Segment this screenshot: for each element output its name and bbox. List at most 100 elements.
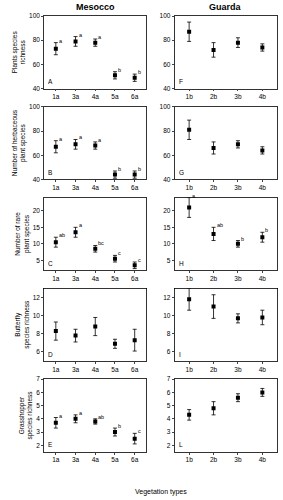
svg-text:60: 60 bbox=[163, 61, 171, 68]
svg-text:3: 3 bbox=[36, 428, 40, 435]
svg-text:3: 3 bbox=[167, 428, 171, 435]
svg-text:5: 5 bbox=[36, 402, 40, 409]
svg-text:6: 6 bbox=[167, 348, 171, 355]
svg-text:4a: 4a bbox=[92, 184, 100, 191]
svg-text:80: 80 bbox=[33, 127, 41, 134]
svg-text:bc: bc bbox=[98, 240, 104, 246]
svg-text:3a: 3a bbox=[72, 275, 80, 282]
svg-text:Mesocco: Mesocco bbox=[76, 2, 115, 12]
svg-text:2b: 2b bbox=[210, 275, 218, 282]
svg-text:ab: ab bbox=[217, 222, 223, 228]
svg-text:1b: 1b bbox=[186, 275, 194, 282]
svg-text:80: 80 bbox=[33, 36, 41, 43]
svg-text:10: 10 bbox=[33, 312, 41, 319]
svg-text:100: 100 bbox=[29, 12, 40, 19]
svg-text:b: b bbox=[265, 227, 268, 233]
svg-text:6a: 6a bbox=[131, 184, 139, 191]
svg-text:20: 20 bbox=[33, 207, 41, 214]
svg-text:5: 5 bbox=[167, 402, 171, 409]
svg-text:a: a bbox=[79, 410, 83, 416]
svg-text:12: 12 bbox=[33, 294, 41, 301]
svg-text:6: 6 bbox=[36, 389, 40, 396]
svg-text:a: a bbox=[192, 193, 196, 199]
svg-text:15: 15 bbox=[163, 224, 171, 231]
svg-text:c: c bbox=[138, 257, 141, 263]
svg-text:D: D bbox=[48, 351, 53, 358]
svg-text:Vegetation types: Vegetation types bbox=[135, 488, 187, 496]
svg-text:A: A bbox=[48, 78, 53, 85]
svg-text:4b: 4b bbox=[259, 184, 267, 191]
svg-text:4b: 4b bbox=[259, 366, 267, 373]
svg-text:2b: 2b bbox=[210, 184, 218, 191]
svg-text:4b: 4b bbox=[259, 456, 267, 463]
svg-text:6: 6 bbox=[36, 348, 40, 355]
svg-text:Butterflyspecies richness: Butterflyspecies richness bbox=[14, 300, 30, 349]
svg-text:1a: 1a bbox=[52, 366, 60, 373]
svg-text:2b: 2b bbox=[210, 456, 218, 463]
svg-text:80: 80 bbox=[163, 127, 171, 134]
svg-text:60: 60 bbox=[33, 61, 41, 68]
svg-text:4a: 4a bbox=[92, 275, 100, 282]
svg-text:4a: 4a bbox=[92, 456, 100, 463]
svg-text:2: 2 bbox=[167, 442, 171, 449]
svg-text:a: a bbox=[79, 222, 83, 228]
svg-text:20: 20 bbox=[163, 207, 171, 214]
svg-text:a: a bbox=[79, 134, 83, 140]
svg-text:b: b bbox=[118, 423, 121, 429]
svg-text:1a: 1a bbox=[52, 93, 60, 100]
svg-text:7: 7 bbox=[36, 375, 40, 382]
svg-text:H: H bbox=[179, 260, 184, 267]
svg-text:2b: 2b bbox=[210, 93, 218, 100]
svg-text:100: 100 bbox=[160, 12, 171, 19]
svg-text:a: a bbox=[79, 32, 83, 38]
svg-text:6a: 6a bbox=[131, 366, 139, 373]
svg-text:b: b bbox=[118, 166, 121, 172]
svg-text:5a: 5a bbox=[111, 275, 119, 282]
svg-text:6a: 6a bbox=[131, 275, 139, 282]
svg-text:80: 80 bbox=[163, 36, 171, 43]
svg-text:40: 40 bbox=[33, 176, 41, 183]
svg-text:b: b bbox=[118, 67, 121, 73]
svg-text:15: 15 bbox=[33, 224, 41, 231]
svg-text:4b: 4b bbox=[259, 93, 267, 100]
svg-text:1a: 1a bbox=[52, 184, 60, 191]
svg-text:3b: 3b bbox=[234, 275, 242, 282]
svg-text:60: 60 bbox=[163, 152, 171, 159]
svg-text:4a: 4a bbox=[92, 366, 100, 373]
svg-text:B: B bbox=[48, 169, 52, 176]
svg-text:b: b bbox=[138, 166, 141, 172]
svg-text:6a: 6a bbox=[131, 456, 139, 463]
svg-text:Plants speciesrichness: Plants speciesrichness bbox=[11, 31, 26, 74]
svg-text:1b: 1b bbox=[186, 456, 194, 463]
svg-text:5a: 5a bbox=[111, 184, 119, 191]
svg-text:3b: 3b bbox=[234, 93, 242, 100]
svg-text:10: 10 bbox=[163, 240, 171, 247]
svg-text:2: 2 bbox=[36, 442, 40, 449]
svg-text:10: 10 bbox=[33, 240, 41, 247]
svg-text:3b: 3b bbox=[234, 184, 242, 191]
svg-text:4: 4 bbox=[167, 415, 171, 422]
svg-text:40: 40 bbox=[163, 176, 171, 183]
svg-text:4b: 4b bbox=[259, 275, 267, 282]
svg-text:a: a bbox=[98, 34, 102, 40]
svg-text:3a: 3a bbox=[72, 93, 80, 100]
svg-text:Grasshopperspecies richness: Grasshopperspecies richness bbox=[18, 391, 34, 440]
svg-text:E: E bbox=[48, 441, 53, 448]
svg-text:4: 4 bbox=[36, 415, 40, 422]
svg-text:5a: 5a bbox=[111, 456, 119, 463]
svg-text:1b: 1b bbox=[186, 366, 194, 373]
svg-text:3a: 3a bbox=[72, 456, 80, 463]
svg-text:3a: 3a bbox=[72, 366, 80, 373]
svg-text:c: c bbox=[118, 250, 121, 256]
svg-text:1b: 1b bbox=[186, 184, 194, 191]
svg-text:a: a bbox=[59, 38, 63, 44]
svg-text:a: a bbox=[59, 413, 63, 419]
svg-text:ab: ab bbox=[59, 232, 65, 238]
svg-text:40: 40 bbox=[163, 85, 171, 92]
svg-text:5a: 5a bbox=[111, 93, 119, 100]
svg-text:Number of herbaceousplant spec: Number of herbaceousplant species bbox=[11, 109, 27, 176]
svg-text:5: 5 bbox=[167, 257, 171, 264]
svg-text:10: 10 bbox=[163, 312, 171, 319]
svg-text:8: 8 bbox=[36, 330, 40, 337]
svg-text:3b: 3b bbox=[234, 366, 242, 373]
